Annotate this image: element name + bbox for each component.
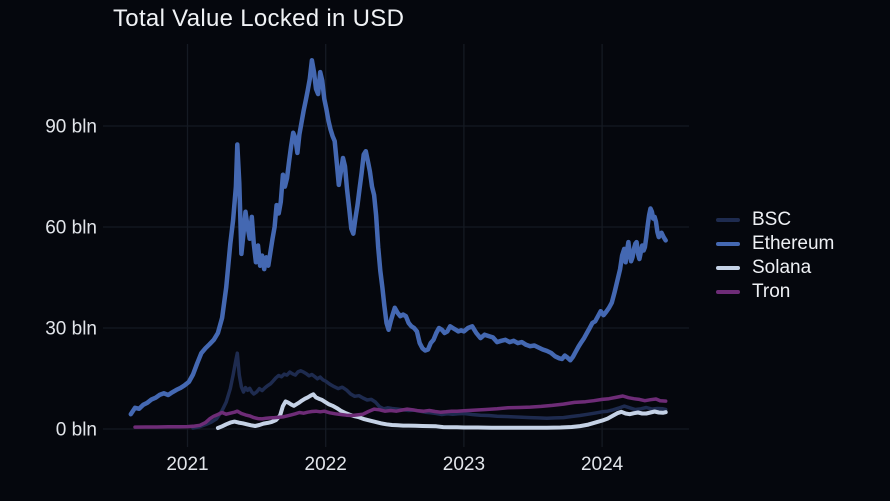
y-axis-tick-label: 0 bln [56, 420, 97, 441]
legend-item-ethereum[interactable]: Ethereum [716, 232, 835, 254]
y-axis-tick-label: 60 bln [45, 217, 97, 238]
series-line-solana [215, 392, 668, 430]
legend-item-solana[interactable]: Solana [716, 256, 834, 278]
legend-swatch-icon [716, 289, 740, 294]
legend-swatch-icon [716, 241, 740, 246]
chart-title: Total Value Locked in USD [113, 5, 405, 32]
series-line-bsc [191, 351, 668, 430]
series-line-tron [133, 394, 668, 429]
y-axis-tick-label: 90 bln [45, 116, 97, 137]
legend-item-tron[interactable]: Tron [716, 280, 834, 302]
x-axis-tick-label: 2024 [581, 454, 624, 475]
legend-item-bsc[interactable]: BSC [716, 208, 834, 230]
x-axis-tick-label: 2022 [305, 454, 347, 475]
y-axis-tick-label: 30 bln [45, 318, 97, 339]
x-axis-tick-label: 2023 [443, 454, 485, 475]
legend-label: Tron [752, 280, 791, 302]
series-line-ethereum [128, 58, 668, 417]
legend-swatch-icon [716, 265, 740, 270]
legend-label: BSC [752, 208, 792, 230]
x-axis-tick-label: 2021 [166, 454, 208, 475]
legend: BSC Ethereum Solana Tron [716, 208, 835, 302]
legend-label: Solana [752, 256, 812, 278]
legend-label: Ethereum [752, 232, 835, 254]
legend-swatch-icon [716, 217, 740, 222]
